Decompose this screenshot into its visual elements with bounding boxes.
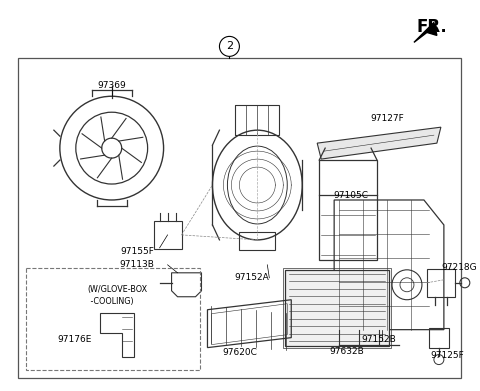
- Circle shape: [219, 36, 240, 56]
- Text: 97127F: 97127F: [370, 114, 404, 123]
- Text: (W/GLOVE-BOX: (W/GLOVE-BOX: [88, 285, 148, 294]
- Text: 97632B: 97632B: [330, 347, 364, 356]
- Text: 97176E: 97176E: [58, 335, 92, 344]
- Text: 97152A: 97152A: [234, 273, 269, 282]
- Text: 97218G: 97218G: [441, 263, 477, 272]
- Bar: [285, 270, 389, 346]
- Bar: [283, 268, 391, 348]
- Bar: [18, 58, 461, 378]
- Text: 97155F: 97155F: [121, 248, 155, 256]
- Text: 97152B: 97152B: [361, 335, 396, 344]
- Polygon shape: [317, 127, 441, 159]
- Text: 2: 2: [226, 41, 233, 51]
- Bar: [240, 232, 276, 250]
- Text: 97369: 97369: [97, 81, 126, 90]
- Text: 97113B: 97113B: [120, 260, 155, 269]
- Bar: [154, 221, 181, 249]
- Text: 97125F: 97125F: [430, 351, 464, 360]
- Text: FR.: FR.: [416, 18, 447, 36]
- Text: 97105C: 97105C: [334, 190, 369, 199]
- Bar: [235, 105, 279, 135]
- Polygon shape: [414, 22, 437, 42]
- Bar: [427, 269, 455, 297]
- Text: -COOLING): -COOLING): [88, 297, 133, 306]
- Bar: [26, 268, 201, 369]
- Text: 97620C: 97620C: [222, 348, 257, 357]
- Bar: [429, 328, 449, 348]
